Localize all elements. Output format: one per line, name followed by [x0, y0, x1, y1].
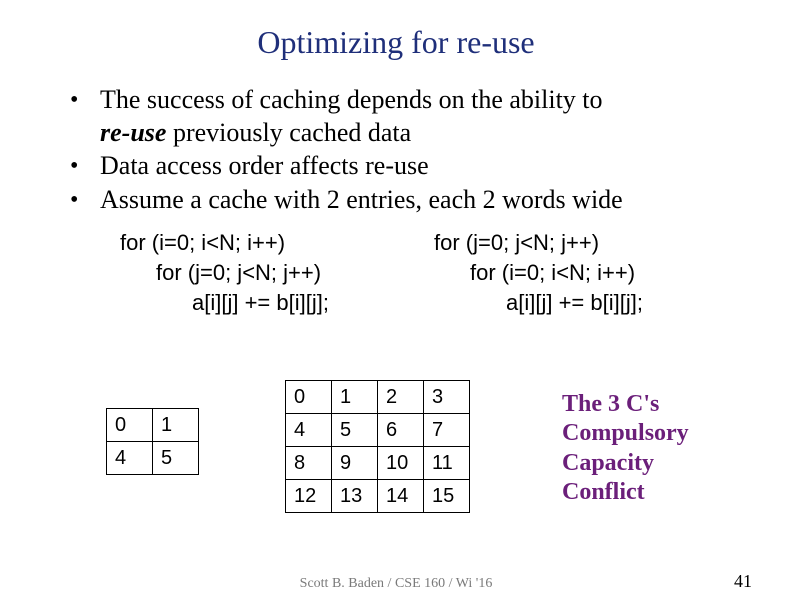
bullet-item: • The success of caching depends on the … — [70, 84, 730, 115]
table-cell: 1 — [332, 381, 378, 414]
bullet-text: Assume a cache with 2 entries, each 2 wo… — [100, 184, 730, 215]
table-cell: 3 — [424, 381, 470, 414]
cache-table-small: 0 1 4 5 — [106, 408, 199, 475]
data-grid-table: 0 1 2 3 4 5 6 7 8 9 10 11 12 13 14 15 — [285, 380, 470, 513]
code-line: for (j=0; j<N; j++) — [120, 258, 329, 288]
bullet-list: • The success of caching depends on the … — [70, 84, 730, 217]
table-cell: 2 — [378, 381, 424, 414]
table-cell: 14 — [378, 480, 424, 513]
table-cell: 8 — [286, 447, 332, 480]
slide-footer: Scott B. Baden / CSE 160 / Wi '16 — [0, 576, 792, 592]
slide-title: Optimizing for re-use — [0, 24, 792, 61]
table-cell: 5 — [332, 414, 378, 447]
bullet-dot-icon: • — [70, 184, 100, 215]
bullet-text: Data access order affects re-use — [100, 150, 730, 181]
table-cell: 4 — [286, 414, 332, 447]
table-cell: 15 — [424, 480, 470, 513]
table-cell: 0 — [286, 381, 332, 414]
table-cell: 6 — [378, 414, 424, 447]
table-cell: 12 — [286, 480, 332, 513]
callout-line: Conflict — [562, 478, 689, 507]
code-line: a[i][j] += b[i][j]; — [434, 288, 643, 318]
table-cell: 7 — [424, 414, 470, 447]
table-row: 12 13 14 15 — [286, 480, 470, 513]
table-row: 0 1 2 3 — [286, 381, 470, 414]
table-cell: 0 — [107, 409, 153, 442]
callout-heading: The 3 C's — [562, 390, 689, 419]
table-row: 8 9 10 11 — [286, 447, 470, 480]
table-cell: 11 — [424, 447, 470, 480]
bullet-dot-icon: • — [70, 84, 100, 115]
bullet-text: previously cached data — [166, 118, 411, 147]
table-row: 4 5 — [107, 442, 199, 475]
callout-line: Compulsory — [562, 419, 689, 448]
code-line: a[i][j] += b[i][j]; — [120, 288, 329, 318]
emphasis-text: re-use — [100, 118, 166, 147]
bullet-item: • Data access order affects re-use — [70, 150, 730, 181]
table-cell: 9 — [332, 447, 378, 480]
callout-line: Capacity — [562, 449, 689, 478]
code-line: for (j=0; j<N; j++) — [434, 228, 643, 258]
table-row: 4 5 6 7 — [286, 414, 470, 447]
code-block-left: for (i=0; i<N; i++) for (j=0; j<N; j++) … — [120, 228, 329, 318]
three-cs-callout: The 3 C's Compulsory Capacity Conflict — [562, 390, 689, 507]
bullet-text: The success of caching depends on the ab… — [100, 84, 730, 115]
page-number: 41 — [734, 571, 752, 592]
code-line: for (i=0; i<N; i++) — [120, 228, 329, 258]
table-cell: 10 — [378, 447, 424, 480]
code-line: for (i=0; i<N; i++) — [434, 258, 643, 288]
table-cell: 5 — [153, 442, 199, 475]
bullet-dot-icon: • — [70, 150, 100, 181]
table-row: 0 1 — [107, 409, 199, 442]
code-block-right: for (j=0; j<N; j++) for (i=0; i<N; i++) … — [434, 228, 643, 318]
table-cell: 1 — [153, 409, 199, 442]
table-cell: 4 — [107, 442, 153, 475]
slide: Optimizing for re-use • The success of c… — [0, 0, 792, 612]
bullet-continuation: re-use previously cached data — [100, 117, 730, 148]
bullet-item: • Assume a cache with 2 entries, each 2 … — [70, 184, 730, 215]
table-cell: 13 — [332, 480, 378, 513]
